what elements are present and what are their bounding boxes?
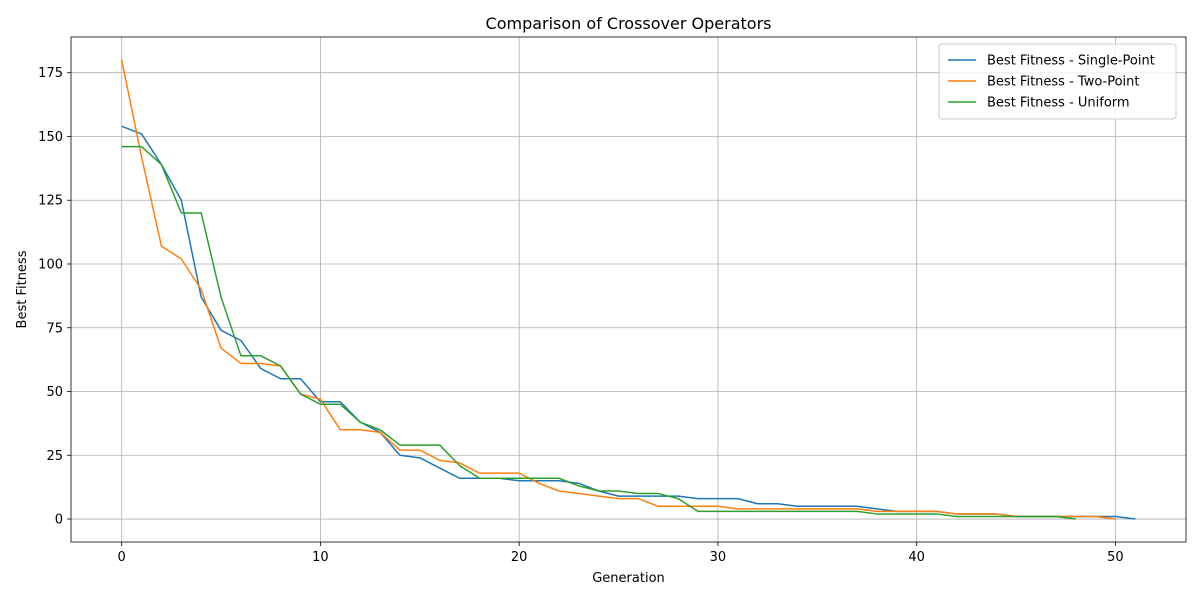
y-tick-label: 150 [38, 130, 63, 145]
x-axis-label: Generation [592, 571, 665, 586]
y-axis-label: Best Fitness [15, 250, 30, 328]
series-lines [120, 59, 1136, 520]
x-tick-label: 50 [1107, 550, 1124, 565]
legend-box [938, 43, 1177, 120]
y-tick-label: 125 [38, 194, 63, 209]
axis-ticks: 0 10 20 30 40 50 0 25 50 75 100 125 150 175 [38, 66, 1124, 565]
grid [71, 37, 1186, 542]
x-tick-label: 20 [511, 550, 528, 565]
y-tick-label: 50 [46, 385, 63, 400]
y-tick-label: 75 [46, 321, 63, 336]
x-tick-label: 40 [908, 550, 925, 565]
y-tick-label: 25 [46, 449, 63, 464]
plot-area-frame [70, 36, 1187, 543]
y-tick-label: 0 [55, 513, 63, 528]
legend: Best Fitness - Single-Point Best Fitness … [938, 43, 1177, 120]
legend-label: Best Fitness - Single-Point [987, 54, 1155, 69]
series-line-3 [121, 145, 1076, 520]
chart-title: Comparison of Crossover Operators [486, 14, 772, 33]
x-tick-label: 10 [312, 550, 329, 565]
y-tick-label: 175 [38, 66, 63, 81]
legend-label: Best Fitness - Two-Point [987, 75, 1139, 90]
x-tick-label: 0 [118, 550, 126, 565]
x-tick-label: 30 [710, 550, 727, 565]
y-tick-label: 100 [38, 257, 63, 272]
legend-label: Best Fitness - Uniform [987, 96, 1130, 111]
